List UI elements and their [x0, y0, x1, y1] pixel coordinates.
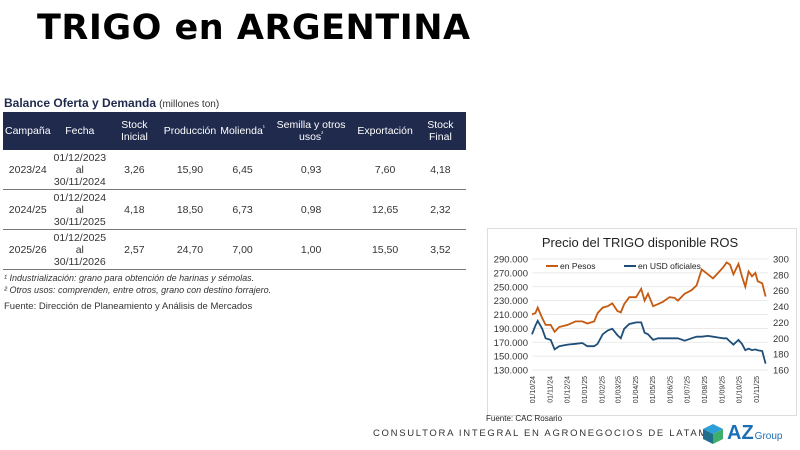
x-tick-label: 01/12/24 [565, 376, 572, 403]
x-tick-label: 01/03/25 [615, 376, 622, 403]
x-tick-label: 01/01/25 [582, 376, 589, 403]
x-tick-label: 01/09/25 [719, 376, 726, 403]
cell-semilla: 1,00 [266, 229, 356, 270]
series-line-pesos [531, 261, 767, 334]
date-line: al [75, 163, 84, 176]
cell-molienda: 6,45 [218, 150, 267, 190]
date-line: 30/11/2025 [53, 215, 106, 228]
legend-label: en Pesos [560, 261, 595, 271]
table-row: 2023/24 01/12/2023 al 30/11/2024 3,26 15,90 6,… [3, 150, 466, 190]
table-caption: Balance Oferta y Demanda (millones ton) [4, 96, 219, 110]
date-line: al [75, 243, 84, 256]
cell-exportacion: 7,60 [355, 150, 415, 190]
logo-group: Group [754, 430, 783, 442]
column-header: Molienda¹ [218, 112, 267, 150]
y-left-tick-label: 230.000 [494, 296, 528, 307]
table-row: 2024/25 01/12/2024 al 30/11/2025 4,18 18,50 6,… [3, 189, 466, 230]
x-tick-label: 01/11/25 [754, 376, 761, 403]
caption-unit: (millones ton) [159, 99, 220, 110]
cell-semilla: 0,93 [266, 150, 356, 190]
cell-molienda: 6,73 [218, 189, 267, 230]
y-right-tick-label: 180 [773, 350, 789, 361]
cell-stock-final: 4,18 [414, 150, 466, 190]
y-left-tick-label: 130.000 [494, 366, 528, 377]
table-source: Fuente: Dirección de Planeamiento y Anál… [4, 301, 253, 312]
cell-fecha: 01/12/2024 al 30/11/2025 [52, 189, 108, 230]
cell-campana: 2023/24 [3, 150, 53, 190]
column-header: Stock Inicial [107, 112, 162, 150]
y-right-tick-label: 300 [773, 255, 789, 266]
y-right-tick-label: 280 [773, 270, 789, 281]
y-left-tick-label: 270.000 [494, 268, 528, 279]
table-notes: ¹ Industrialización: grano para obtenció… [4, 272, 466, 296]
date-line: 30/11/2024 [53, 175, 106, 188]
cell-produccion: 15,90 [161, 150, 219, 190]
date-line: 30/11/2026 [53, 255, 106, 268]
cell-stock-inicial: 2,57 [107, 229, 162, 270]
date-line: 01/12/2024 [53, 191, 107, 204]
y-left-tick-label: 290.000 [494, 255, 528, 266]
cell-molienda: 7,00 [218, 229, 267, 270]
x-tick-label: 01/10/25 [736, 376, 743, 403]
date-line: 01/12/2023 [53, 151, 107, 164]
date-line: 01/12/2025 [53, 231, 107, 244]
logo-cube-icon [703, 423, 723, 444]
column-header: Semilla y otros usos² [266, 112, 356, 150]
cell-stock-final: 3,52 [414, 229, 466, 270]
logo-az: AZ [727, 422, 754, 444]
price-chart: Precio del TRIGO disponible ROS 290.000 27… [494, 235, 789, 403]
cell-stock-inicial: 3,26 [107, 150, 162, 190]
y-left-tick-label: 170.000 [494, 338, 528, 349]
cell-semilla: 0,98 [266, 189, 356, 230]
cell-produccion: 18,50 [161, 189, 219, 230]
column-header: Producción [161, 112, 219, 150]
y-right-tick-label: 160 [773, 366, 789, 377]
x-tick-label: 01/05/25 [650, 376, 657, 403]
footer-tagline: CONSULTORA INTEGRAL EN AGRONEGOCIOS DE L… [373, 428, 709, 439]
cell-produccion: 24,70 [161, 229, 219, 270]
note-2: ² Otros usos: comprenden, entre otros, g… [4, 285, 272, 295]
series-line-usd [531, 318, 767, 364]
table-row: 2025/26 01/12/2025 al 30/11/2026 2,57 24,70 7,… [3, 229, 466, 270]
x-tick-label: 01/02/25 [600, 376, 607, 403]
x-tick-label: 01/07/25 [684, 376, 691, 403]
cell-stock-final: 2,32 [414, 189, 466, 230]
x-tick-label: 01/10/24 [530, 376, 537, 403]
note-1: ¹ Industrialización: grano para obtenció… [4, 273, 255, 283]
az-group-logo: AZ Group [702, 422, 782, 445]
column-header: Fecha [52, 112, 108, 150]
y-right-tick-label: 260 [773, 286, 789, 297]
cell-fecha: 01/12/2025 al 30/11/2026 [52, 229, 108, 270]
chart-title: Precio del TRIGO disponible ROS [542, 235, 739, 250]
cell-stock-inicial: 4,18 [107, 189, 162, 230]
cell-exportacion: 12,65 [355, 189, 415, 230]
y-left-tick-label: 190.000 [494, 324, 528, 335]
y-left-tick-label: 210.000 [494, 310, 528, 321]
y-left-tick-label: 150.000 [494, 352, 528, 363]
y-right-tick-label: 220 [773, 318, 789, 329]
x-tick-label: 01/08/25 [702, 376, 709, 403]
table-section: Campaña Fecha Stock Inicial Producción Molie… [3, 112, 466, 312]
x-tick-label: 01/06/25 [667, 376, 674, 403]
column-header: Campaña [3, 112, 53, 150]
caption-text: Balance Oferta y Demanda [4, 96, 157, 110]
x-tick-label: 01/04/25 [633, 376, 640, 403]
y-right-tick-label: 200 [773, 334, 789, 345]
balance-table: Campaña Fecha Stock Inicial Producción Molie… [3, 112, 466, 270]
header-row: Campaña Fecha Stock Inicial Producción Molie… [3, 112, 466, 150]
chart-source: Fuente: CAC Rosario [486, 414, 563, 423]
cell-fecha: 01/12/2023 al 30/11/2024 [52, 150, 108, 190]
cell-exportacion: 15,50 [355, 229, 415, 270]
y-right-tick-label: 240 [773, 302, 789, 313]
legend-label: en USD oficiales [638, 261, 701, 271]
chart-frame [487, 228, 797, 416]
column-header: Exportación [355, 112, 415, 150]
x-tick-label: 01/11/24 [548, 376, 555, 403]
cell-campana: 2025/26 [3, 229, 53, 270]
cell-campana: 2024/25 [3, 189, 53, 230]
y-left-tick-label: 250.000 [494, 282, 528, 293]
slide-title: TRIGO en ARGENTINA [37, 8, 471, 48]
column-header: Stock Final [414, 112, 466, 150]
date-line: al [75, 203, 84, 216]
